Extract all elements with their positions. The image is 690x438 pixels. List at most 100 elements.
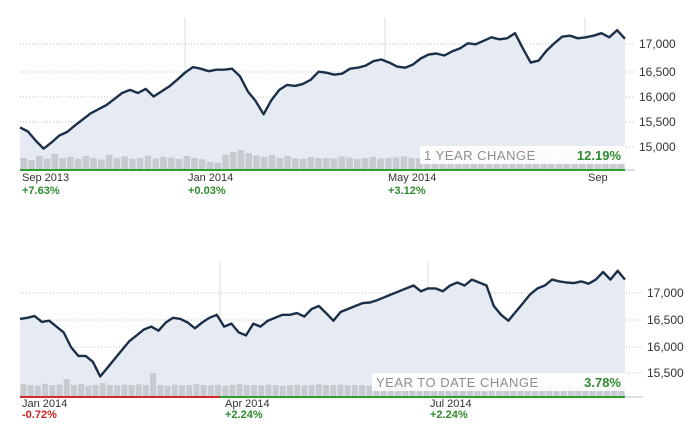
volume-bar	[229, 385, 236, 397]
volume-bar	[105, 154, 113, 170]
volume-bar	[98, 159, 105, 170]
period-change-label: +2.24%	[225, 409, 263, 421]
year-to-date-chart-panel: 15,500 16,000 16,500 17,000 YEAR TO DATE CHA…	[19, 262, 684, 421]
volume-bar	[276, 158, 284, 170]
volume-bar	[253, 155, 260, 170]
volume-bar	[121, 156, 128, 170]
price-area	[20, 270, 625, 397]
volume-bar	[92, 385, 99, 397]
volume-bar	[366, 385, 373, 397]
volume-bar	[186, 385, 193, 397]
volume-bar	[547, 158, 555, 170]
volume-bar	[400, 156, 408, 170]
volume-bar	[337, 384, 344, 397]
volume-bar	[488, 385, 495, 397]
x-tick-label: Jan 2014	[188, 172, 233, 184]
volume-bar	[294, 384, 301, 397]
x-tick-label: Jul 2014	[430, 398, 472, 410]
volume-bar	[369, 156, 377, 170]
volume-bar	[135, 384, 142, 397]
volume-bar	[214, 162, 221, 170]
one-year-chart-panel: 15,000 15,500 16,000 16,500 17,000 1 YEAR CHA…	[19, 18, 676, 197]
volume-bar	[579, 158, 586, 170]
volume-bar	[128, 385, 135, 397]
volume-bar	[555, 158, 563, 170]
summary-box	[372, 373, 625, 391]
volume-bar	[301, 385, 308, 397]
volume-bar	[82, 156, 90, 170]
volume-bar	[618, 385, 625, 397]
volume-bar	[346, 157, 353, 170]
summary-label: YEAR TO DATE CHANGE	[376, 375, 539, 390]
volume-bar	[70, 385, 77, 397]
volume-bar	[439, 158, 446, 170]
summary-label: 1 YEAR CHANGE	[424, 148, 536, 163]
volume-bar	[392, 157, 400, 170]
volume-bar	[34, 385, 41, 397]
volume-bar	[408, 158, 415, 170]
volume-bar	[284, 156, 291, 170]
volume-bar	[354, 158, 361, 170]
volume-bar	[279, 385, 286, 397]
volume-bar	[265, 384, 272, 397]
volume-bar	[42, 383, 49, 397]
volume-bar	[292, 158, 299, 170]
period-change-label: +0.03%	[188, 185, 226, 197]
volume-bar	[307, 157, 315, 170]
volume-bar	[51, 154, 59, 170]
volume-bar	[478, 158, 485, 170]
period-change-label: +7.63%	[22, 185, 60, 197]
volume-bar	[260, 156, 268, 170]
volume-bar	[36, 156, 43, 170]
volume-bar	[144, 155, 152, 170]
volume-bar	[315, 384, 322, 397]
volume-bar	[142, 385, 149, 397]
volume-bar	[63, 379, 70, 397]
volume-bar	[193, 384, 200, 397]
volume-bar	[114, 385, 121, 397]
volume-bar	[206, 162, 214, 170]
volume-bar	[59, 158, 66, 170]
volume-bar	[157, 385, 164, 397]
y-tick-label: 15,500	[647, 366, 684, 380]
x-tick-label: Jan 2014	[22, 398, 67, 410]
volume-bar	[136, 158, 144, 170]
volume-bar	[416, 158, 423, 170]
summary-value: 12.19%	[577, 148, 622, 163]
price-line	[19, 269, 626, 378]
volume-bar	[28, 160, 35, 170]
volume-bar	[43, 158, 51, 170]
y-tick-label: 16,000	[647, 340, 684, 354]
volume-bar	[20, 384, 27, 397]
volume-bar	[315, 158, 322, 170]
volume-bar	[323, 385, 329, 397]
volume-bar	[229, 152, 237, 170]
volume-bar	[20, 158, 28, 170]
volume-bar	[27, 385, 34, 397]
period-change-label: -0.72%	[22, 409, 57, 421]
y-tick-label: 16,500	[647, 313, 684, 327]
volume-bar	[150, 373, 157, 397]
x-tick-label: May 2014	[388, 172, 436, 184]
volume-bar	[113, 158, 121, 170]
volume-bar	[454, 158, 462, 170]
volume-bar	[179, 385, 185, 397]
volume-bar	[251, 385, 257, 397]
volume-bar	[191, 158, 198, 170]
volume-bar	[167, 157, 175, 170]
volume-bar	[582, 385, 589, 397]
price-line	[19, 29, 626, 150]
volume-bar	[175, 158, 183, 170]
volume-bar	[330, 158, 338, 170]
volume-bar	[351, 385, 358, 397]
volume-bar	[423, 385, 430, 397]
volume-bar	[74, 158, 82, 170]
volume-bar	[222, 385, 229, 397]
volume-bar	[67, 156, 74, 170]
summary-value: 3.78%	[584, 375, 621, 390]
price-area	[20, 30, 625, 171]
volume-bar	[268, 154, 276, 170]
volume-bar	[245, 153, 252, 170]
volume-bar	[237, 150, 245, 170]
